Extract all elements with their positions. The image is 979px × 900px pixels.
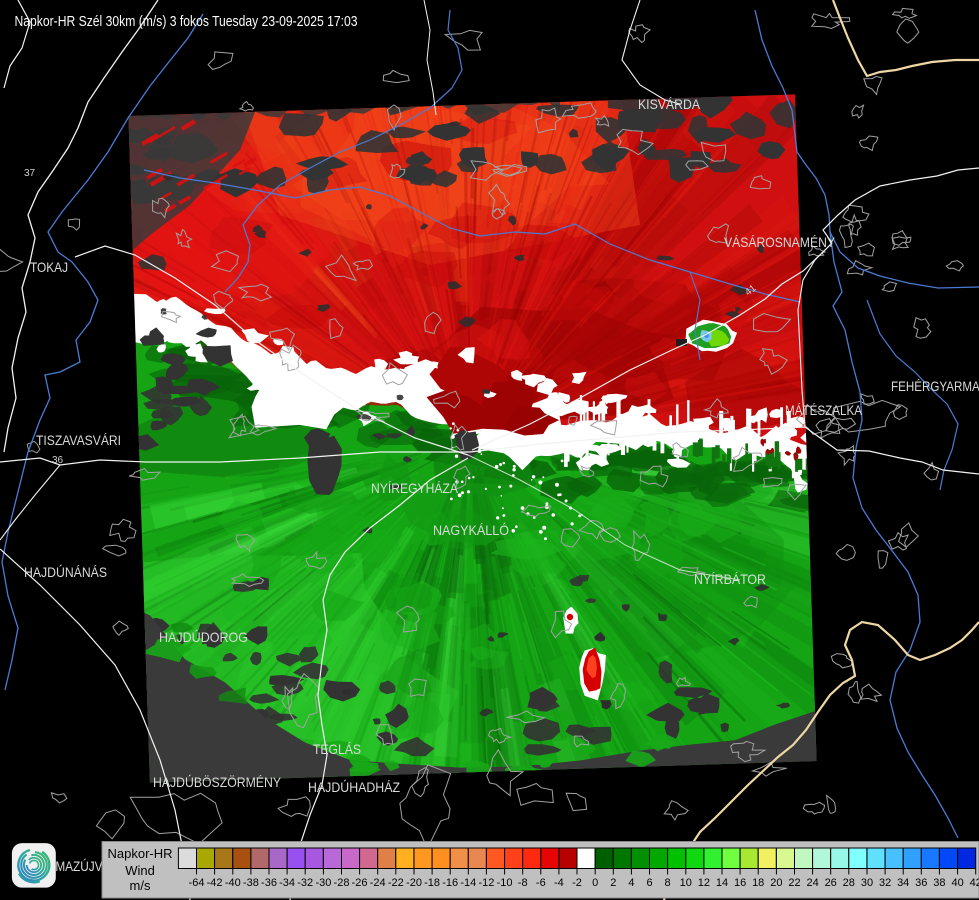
svg-text:TOKAJ: TOKAJ xyxy=(30,259,68,275)
svg-text:FEHÉRGYARMAT: FEHÉRGYARMAT xyxy=(891,378,979,394)
svg-text:20: 20 xyxy=(770,877,782,889)
svg-text:-30: -30 xyxy=(315,877,331,889)
svg-text:-10: -10 xyxy=(497,877,513,889)
svg-text:HAJDÚNÁNÁS: HAJDÚNÁNÁS xyxy=(24,564,107,580)
svg-text:-18: -18 xyxy=(424,877,440,889)
svg-text:16: 16 xyxy=(734,877,746,889)
svg-text:-36: -36 xyxy=(261,877,277,889)
svg-text:-64: -64 xyxy=(189,877,205,889)
svg-text:14: 14 xyxy=(716,877,728,889)
svg-text:12: 12 xyxy=(698,877,710,889)
svg-text:HAJDÚBÖSZÖRMÉNY: HAJDÚBÖSZÖRMÉNY xyxy=(153,773,282,790)
svg-text:-16: -16 xyxy=(442,877,458,889)
svg-text:-6: -6 xyxy=(536,877,546,889)
svg-text:Napkor-HR Szél 30km (m/s) 3 fo: Napkor-HR Szél 30km (m/s) 3 fokos Tuesda… xyxy=(15,14,358,30)
svg-text:2: 2 xyxy=(610,877,616,889)
svg-text:30: 30 xyxy=(861,877,873,889)
svg-text:-12: -12 xyxy=(478,877,494,889)
svg-text:-42: -42 xyxy=(207,877,223,889)
svg-text:Wind: Wind xyxy=(125,863,155,878)
svg-text:6: 6 xyxy=(646,877,652,889)
svg-text:34: 34 xyxy=(897,877,909,889)
svg-text:HAJDÚHADHÁZ: HAJDÚHADHÁZ xyxy=(308,779,400,795)
svg-text:-40: -40 xyxy=(225,877,241,889)
svg-text:-32: -32 xyxy=(297,877,313,889)
svg-text:-4: -4 xyxy=(554,877,564,889)
svg-text:-2: -2 xyxy=(572,877,582,889)
svg-text:TÉGLÁS: TÉGLÁS xyxy=(313,741,361,757)
svg-text:KISVÁRDA: KISVÁRDA xyxy=(638,96,701,112)
svg-text:-22: -22 xyxy=(388,877,404,889)
svg-text:-20: -20 xyxy=(406,877,422,889)
svg-text:-14: -14 xyxy=(460,877,476,889)
svg-text:m/s: m/s xyxy=(130,878,151,893)
svg-text:-34: -34 xyxy=(279,877,295,889)
svg-text:38: 38 xyxy=(933,877,945,889)
svg-text:0: 0 xyxy=(592,877,598,889)
svg-text:40: 40 xyxy=(951,877,963,889)
svg-text:42: 42 xyxy=(970,877,979,889)
svg-text:36: 36 xyxy=(52,455,64,466)
svg-text:-28: -28 xyxy=(334,877,350,889)
svg-text:VÁSÁROSNAMÉNY: VÁSÁROSNAMÉNY xyxy=(724,234,836,250)
svg-text:22: 22 xyxy=(788,877,800,889)
svg-text:-8: -8 xyxy=(518,877,528,889)
svg-text:TISZAVASVÁRI: TISZAVASVÁRI xyxy=(36,432,121,448)
svg-text:HAJDÚDOROG: HAJDÚDOROG xyxy=(159,629,248,645)
svg-text:NYÍREGYHÁZA: NYÍREGYHÁZA xyxy=(371,480,459,496)
svg-text:24: 24 xyxy=(806,877,818,889)
svg-text:-24: -24 xyxy=(370,877,386,889)
svg-text:MÁTÉSZALKA: MÁTÉSZALKA xyxy=(785,402,863,418)
svg-text:NAGYKÁLLÓ: NAGYKÁLLÓ xyxy=(433,522,509,538)
svg-text:Napkor-HR: Napkor-HR xyxy=(107,846,172,861)
svg-text:28: 28 xyxy=(843,877,855,889)
svg-text:-26: -26 xyxy=(352,877,368,889)
svg-text:18: 18 xyxy=(752,877,764,889)
svg-text:32: 32 xyxy=(879,877,891,889)
svg-text:37: 37 xyxy=(24,168,36,179)
svg-text:26: 26 xyxy=(825,877,837,889)
svg-text:10: 10 xyxy=(680,877,692,889)
svg-text:36: 36 xyxy=(915,877,927,889)
svg-text:8: 8 xyxy=(665,877,671,889)
svg-text:4: 4 xyxy=(628,877,634,889)
svg-text:NYÍRBÁTOR: NYÍRBÁTOR xyxy=(694,571,766,587)
svg-text:-38: -38 xyxy=(243,877,259,889)
